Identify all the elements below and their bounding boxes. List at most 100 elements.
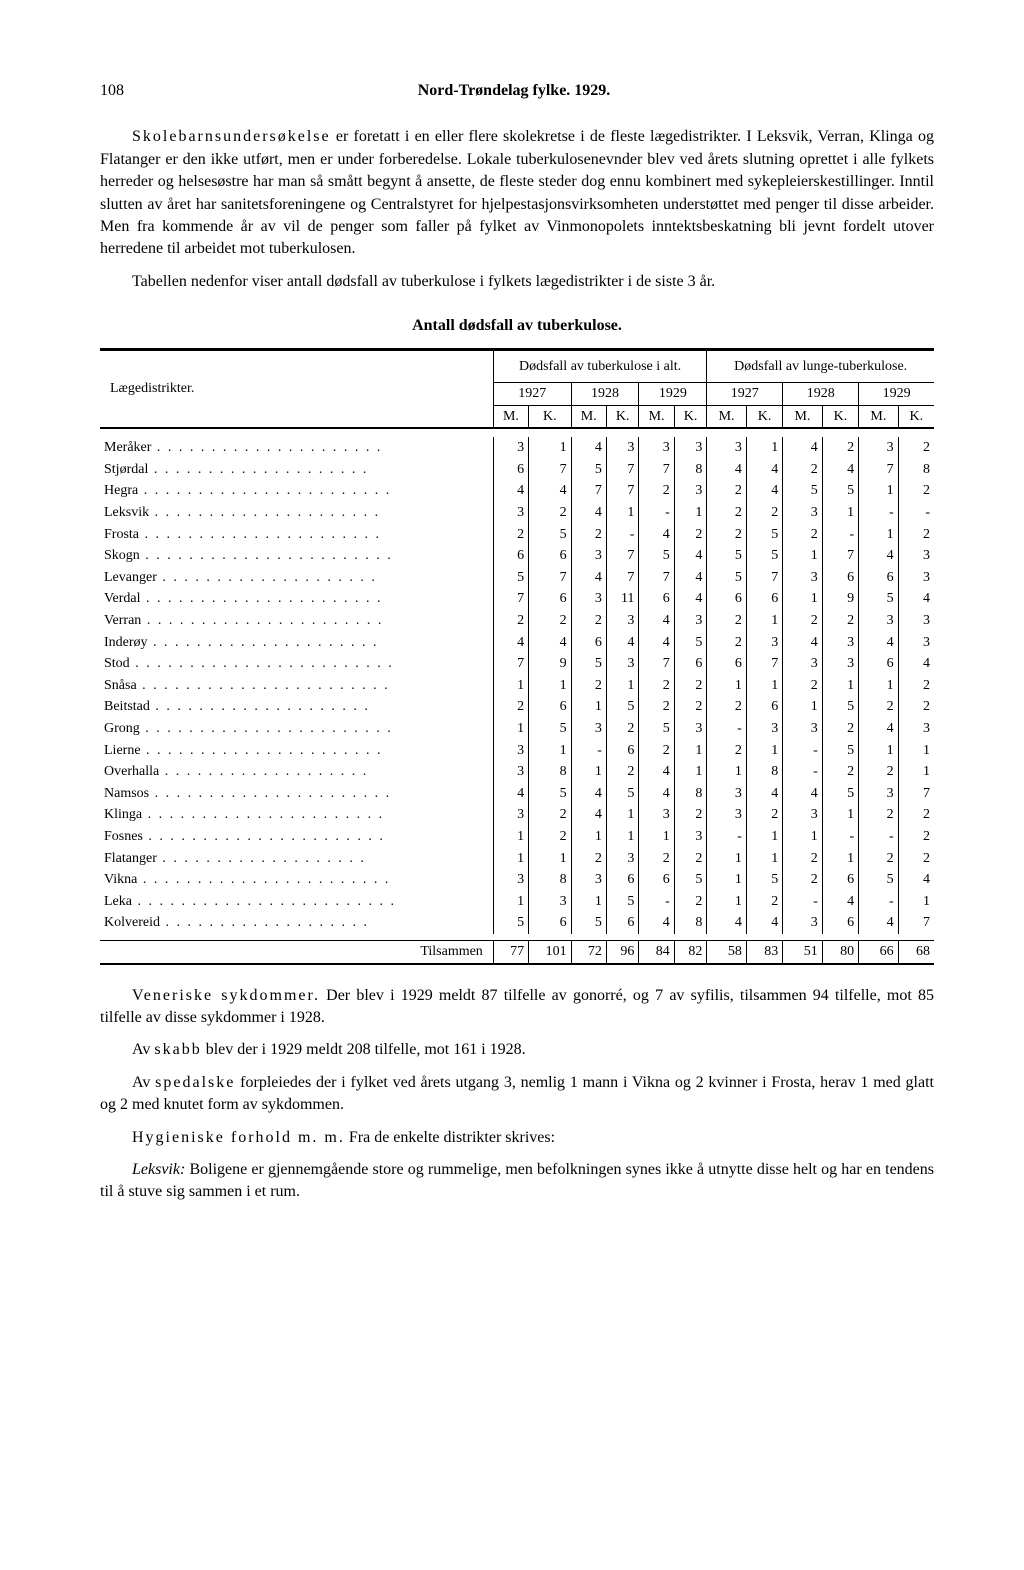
data-cell: 7 (639, 653, 674, 675)
table-row: Beitstad . . . . . . . . . . . . . . . .… (100, 696, 934, 718)
district-name-cell: Snåsa . . . . . . . . . . . . . . . . . … (100, 675, 493, 697)
dot-leader: . . . . . . . . . . . . . . . . . . . . … (140, 721, 393, 736)
data-cell: 6 (571, 632, 606, 654)
data-cell: 6 (859, 653, 899, 675)
data-cell: 3 (898, 545, 934, 567)
data-cell: 4 (898, 588, 934, 610)
district-name: Verran (104, 613, 141, 628)
district-name-cell: Fosnes . . . . . . . . . . . . . . . . .… (100, 826, 493, 848)
data-cell: 3 (606, 610, 639, 632)
data-cell: 3 (529, 891, 571, 913)
data-cell: 7 (898, 912, 934, 934)
district-name-cell: Hegra . . . . . . . . . . . . . . . . . … (100, 480, 493, 502)
data-cell: 1 (822, 502, 858, 524)
data-cell: 1 (859, 675, 899, 697)
data-cell: 9 (822, 588, 858, 610)
data-cell: 2 (639, 848, 674, 870)
page-number: 108 (100, 80, 124, 102)
paragraph-4: Av skabb blev der i 1929 meldt 208 tilfe… (100, 1039, 934, 1061)
table-row: Flatanger . . . . . . . . . . . . . . . … (100, 848, 934, 870)
data-cell: 3 (859, 610, 899, 632)
data-cell: 5 (493, 912, 528, 934)
data-cell: 1 (674, 761, 707, 783)
data-cell: 1 (529, 740, 571, 762)
mk-header: K. (822, 405, 858, 428)
data-cell: 7 (606, 567, 639, 589)
data-cell: 3 (571, 545, 606, 567)
data-cell: 4 (783, 437, 823, 459)
dot-leader: . . . . . . . . . . . . . . . . . . . . … (141, 743, 383, 758)
mk-header: K. (674, 405, 707, 428)
district-name: Hegra (104, 483, 138, 498)
data-cell: 6 (639, 588, 674, 610)
data-cell: 7 (639, 459, 674, 481)
total-cell: 66 (859, 940, 899, 963)
total-label: Tilsammen (100, 940, 493, 963)
data-cell: 6 (639, 869, 674, 891)
total-cell: 72 (571, 940, 606, 963)
data-cell: 1 (859, 524, 899, 546)
data-cell: 3 (783, 502, 823, 524)
mk-header: M. (571, 405, 606, 428)
data-cell: 3 (493, 804, 528, 826)
data-cell: 3 (606, 437, 639, 459)
data-cell: 2 (707, 610, 747, 632)
data-cell: 7 (493, 653, 528, 675)
data-cell: 1 (529, 437, 571, 459)
year-1927-a: 1927 (493, 383, 571, 406)
data-cell: 1 (493, 848, 528, 870)
data-cell: 3 (783, 804, 823, 826)
district-name-cell: Grong . . . . . . . . . . . . . . . . . … (100, 718, 493, 740)
data-cell: 6 (493, 459, 528, 481)
district-name: Leka (104, 894, 132, 909)
dot-leader: . . . . . . . . . . . . . . . . . . . . … (139, 527, 381, 542)
table-row: Frosta . . . . . . . . . . . . . . . . .… (100, 524, 934, 546)
data-cell: 3 (783, 912, 823, 934)
data-cell: 4 (493, 632, 528, 654)
data-cell: 3 (606, 653, 639, 675)
district-name-cell: Vikna . . . . . . . . . . . . . . . . . … (100, 869, 493, 891)
data-cell: 2 (674, 891, 707, 913)
para4-lead: skabb (154, 1041, 201, 1058)
data-cell: - (571, 740, 606, 762)
data-cell: 5 (859, 588, 899, 610)
district-name-cell: Skogn . . . . . . . . . . . . . . . . . … (100, 545, 493, 567)
data-cell: 6 (674, 653, 707, 675)
data-cell: 4 (746, 783, 782, 805)
data-cell: 2 (898, 437, 934, 459)
total-cell: 80 (822, 940, 858, 963)
data-cell: 4 (746, 480, 782, 502)
data-cell: 4 (859, 632, 899, 654)
data-cell: 4 (493, 480, 528, 502)
header-title: Nord-Trøndelag fylke. 1929. (418, 80, 611, 102)
data-cell: 2 (859, 696, 899, 718)
data-cell: 5 (746, 545, 782, 567)
district-name-cell: Inderøy . . . . . . . . . . . . . . . . … (100, 632, 493, 654)
paragraph-3: Veneriske sykdommer. Der blev i 1929 mel… (100, 985, 934, 1030)
data-cell: 1 (606, 804, 639, 826)
data-cell: 3 (571, 869, 606, 891)
data-cell: 6 (606, 912, 639, 934)
district-name: Lierne (104, 743, 141, 758)
data-cell: 3 (707, 437, 747, 459)
data-cell: 1 (746, 610, 782, 632)
data-cell: 6 (822, 567, 858, 589)
data-cell: 8 (529, 869, 571, 891)
data-cell: 2 (898, 524, 934, 546)
para5-pre: Av (132, 1074, 155, 1091)
data-cell: - (859, 891, 899, 913)
year-1929-b: 1929 (859, 383, 934, 406)
mk-header: K. (529, 405, 571, 428)
table-row: Klinga . . . . . . . . . . . . . . . . .… (100, 804, 934, 826)
data-cell: 2 (898, 696, 934, 718)
data-cell: 4 (493, 783, 528, 805)
data-cell: - (898, 502, 934, 524)
district-name: Grong (104, 721, 140, 736)
data-cell: 2 (674, 848, 707, 870)
district-name-cell: Verran . . . . . . . . . . . . . . . . .… (100, 610, 493, 632)
data-cell: 2 (707, 696, 747, 718)
district-name: Namsos (104, 786, 149, 801)
data-cell: 1 (493, 826, 528, 848)
district-name: Snåsa (104, 678, 137, 693)
district-name-cell: Namsos . . . . . . . . . . . . . . . . .… (100, 783, 493, 805)
